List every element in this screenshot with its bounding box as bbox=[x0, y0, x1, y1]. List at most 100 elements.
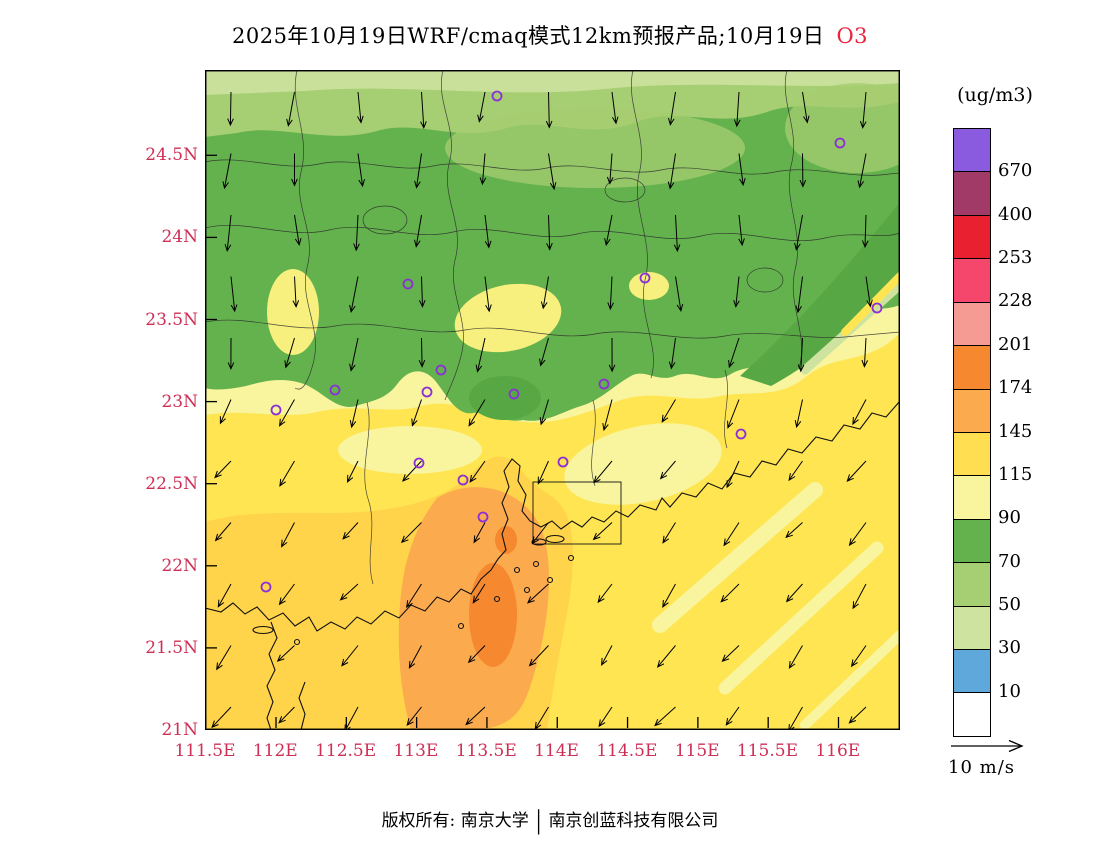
wind-arrow bbox=[284, 337, 295, 369]
wind-arrow bbox=[852, 583, 867, 610]
wind-arrow bbox=[294, 214, 302, 247]
lon-tick-label: 113E bbox=[393, 741, 439, 761]
wind-arrow bbox=[794, 214, 803, 251]
station-marker bbox=[598, 378, 610, 390]
wind-arrow bbox=[668, 91, 676, 126]
wind-arrow bbox=[673, 214, 681, 253]
colorbar-level-label: 30 bbox=[998, 637, 1021, 659]
page-title: 2025年10月19日WRF/cmaq模式12km预报产品;10月19日 O3 bbox=[0, 20, 1100, 50]
wind-arrow bbox=[667, 153, 676, 190]
lon-tick-label: 116E bbox=[815, 741, 861, 761]
colorbar-segment bbox=[954, 432, 990, 477]
wind-arrow bbox=[802, 91, 810, 124]
wind-arrow bbox=[342, 522, 359, 540]
wind-arrow bbox=[279, 460, 295, 487]
wind-arrow bbox=[227, 91, 234, 127]
wind-arrow bbox=[861, 214, 869, 249]
colorbar-segment bbox=[954, 606, 990, 651]
colorbar-level-label: 670 bbox=[998, 160, 1033, 182]
wind-arrow bbox=[406, 583, 422, 609]
title-main: 2025年10月19日WRF/cmaq模式12km预报产品;10月19日 bbox=[231, 24, 825, 48]
wind-arrow bbox=[785, 583, 803, 603]
wind-arrows-layer bbox=[211, 91, 873, 733]
colorbar-level-label: 10 bbox=[998, 680, 1021, 702]
wind-arrow bbox=[469, 460, 486, 483]
wind-arrow bbox=[608, 337, 616, 373]
lat-tick-label: 24.5N bbox=[145, 145, 198, 166]
wind-arrow bbox=[528, 645, 549, 667]
wind-arrow bbox=[278, 399, 295, 427]
wind-arrow bbox=[788, 460, 803, 482]
wind-arrow bbox=[531, 522, 549, 545]
wind-arrow bbox=[733, 276, 740, 308]
wind-arrow bbox=[548, 153, 557, 191]
wind-arrow bbox=[850, 645, 867, 668]
inset-domain-box bbox=[532, 481, 622, 545]
wind-arrow bbox=[656, 645, 676, 668]
wind-arrow bbox=[286, 91, 295, 127]
station-marker bbox=[270, 404, 282, 416]
wind-arrow bbox=[227, 337, 235, 371]
wind-arrow bbox=[468, 399, 486, 427]
wind-arrow bbox=[341, 645, 359, 667]
wind-arrow bbox=[408, 645, 422, 669]
station-marker bbox=[735, 428, 747, 440]
wind-arrow bbox=[788, 645, 803, 670]
province-boundaries-layer bbox=[204, 69, 901, 585]
wind-arrow bbox=[217, 583, 232, 608]
wind-arrow bbox=[473, 522, 486, 544]
wind-arrow bbox=[593, 460, 613, 484]
wind-scale-label: 10 m/s bbox=[948, 757, 1015, 778]
wind-arrow bbox=[597, 583, 613, 604]
wind-arrow bbox=[861, 337, 869, 368]
wind-arrow bbox=[484, 276, 492, 313]
wind-arrow bbox=[721, 645, 740, 663]
wind-arrow bbox=[848, 522, 867, 547]
wind-arrow bbox=[675, 276, 684, 313]
colorbar-level-label: 174 bbox=[998, 377, 1033, 399]
lat-tick-label: 21.5N bbox=[145, 637, 198, 658]
station-marker bbox=[508, 388, 520, 400]
wind-arrow bbox=[852, 399, 867, 426]
wind-arrow bbox=[865, 276, 873, 308]
station-markers-layer bbox=[260, 90, 883, 593]
colorbar-segment bbox=[954, 519, 990, 564]
wind-arrow bbox=[346, 460, 359, 483]
wind-arrow bbox=[540, 276, 549, 310]
wind-arrow bbox=[400, 522, 422, 544]
wind-arrow bbox=[211, 706, 232, 729]
colorbar-level-label: 253 bbox=[998, 247, 1033, 269]
colorbar-level-label: 201 bbox=[998, 333, 1033, 355]
wind-arrow bbox=[799, 153, 807, 188]
wind-arrow bbox=[654, 706, 676, 727]
colorbar-segment bbox=[954, 693, 990, 736]
copyright-footer: 版权所有: 南京大学 | 南京创蓝科技有限公司 bbox=[0, 806, 1100, 836]
wind-arrow bbox=[661, 399, 676, 423]
wind-arrow bbox=[795, 276, 803, 314]
wind-arrow bbox=[668, 337, 676, 370]
wind-arrow bbox=[420, 91, 427, 130]
lat-tick-label: 21N bbox=[161, 720, 198, 740]
wind-arrow bbox=[727, 399, 740, 429]
wind-arrow bbox=[738, 214, 745, 247]
station-marker bbox=[457, 474, 469, 486]
wind-arrow bbox=[728, 337, 740, 369]
wind-arrow bbox=[224, 214, 232, 253]
wind-arrow bbox=[349, 276, 359, 314]
wind-arrow bbox=[472, 583, 486, 604]
colorbar-level-label: 400 bbox=[998, 203, 1033, 225]
colorbar-segment bbox=[954, 389, 990, 433]
wind-arrow bbox=[230, 276, 238, 313]
station-marker bbox=[435, 364, 447, 376]
wind-arrow bbox=[797, 337, 805, 373]
wind-arrow bbox=[291, 153, 298, 187]
wind-arrow bbox=[349, 399, 359, 429]
wind-arrow bbox=[484, 214, 492, 249]
wind-arrow bbox=[611, 91, 619, 125]
wind-arrow bbox=[726, 460, 740, 489]
lon-tick-label: 114.5E bbox=[596, 741, 658, 761]
title-species: O3 bbox=[836, 24, 869, 48]
station-marker bbox=[477, 511, 489, 523]
map-frame bbox=[204, 69, 929, 733]
